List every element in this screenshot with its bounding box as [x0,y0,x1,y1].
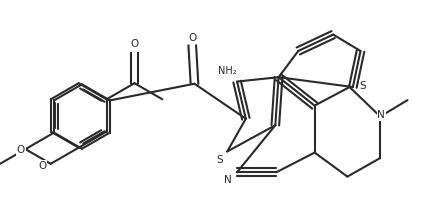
Text: O: O [188,33,196,43]
Text: S: S [216,155,223,165]
Text: NH₂: NH₂ [218,66,236,76]
Text: N: N [378,110,385,120]
Text: O: O [17,145,25,155]
Text: O: O [38,161,46,171]
Text: S: S [359,81,366,91]
Text: N: N [225,175,232,185]
Text: O: O [130,39,139,49]
